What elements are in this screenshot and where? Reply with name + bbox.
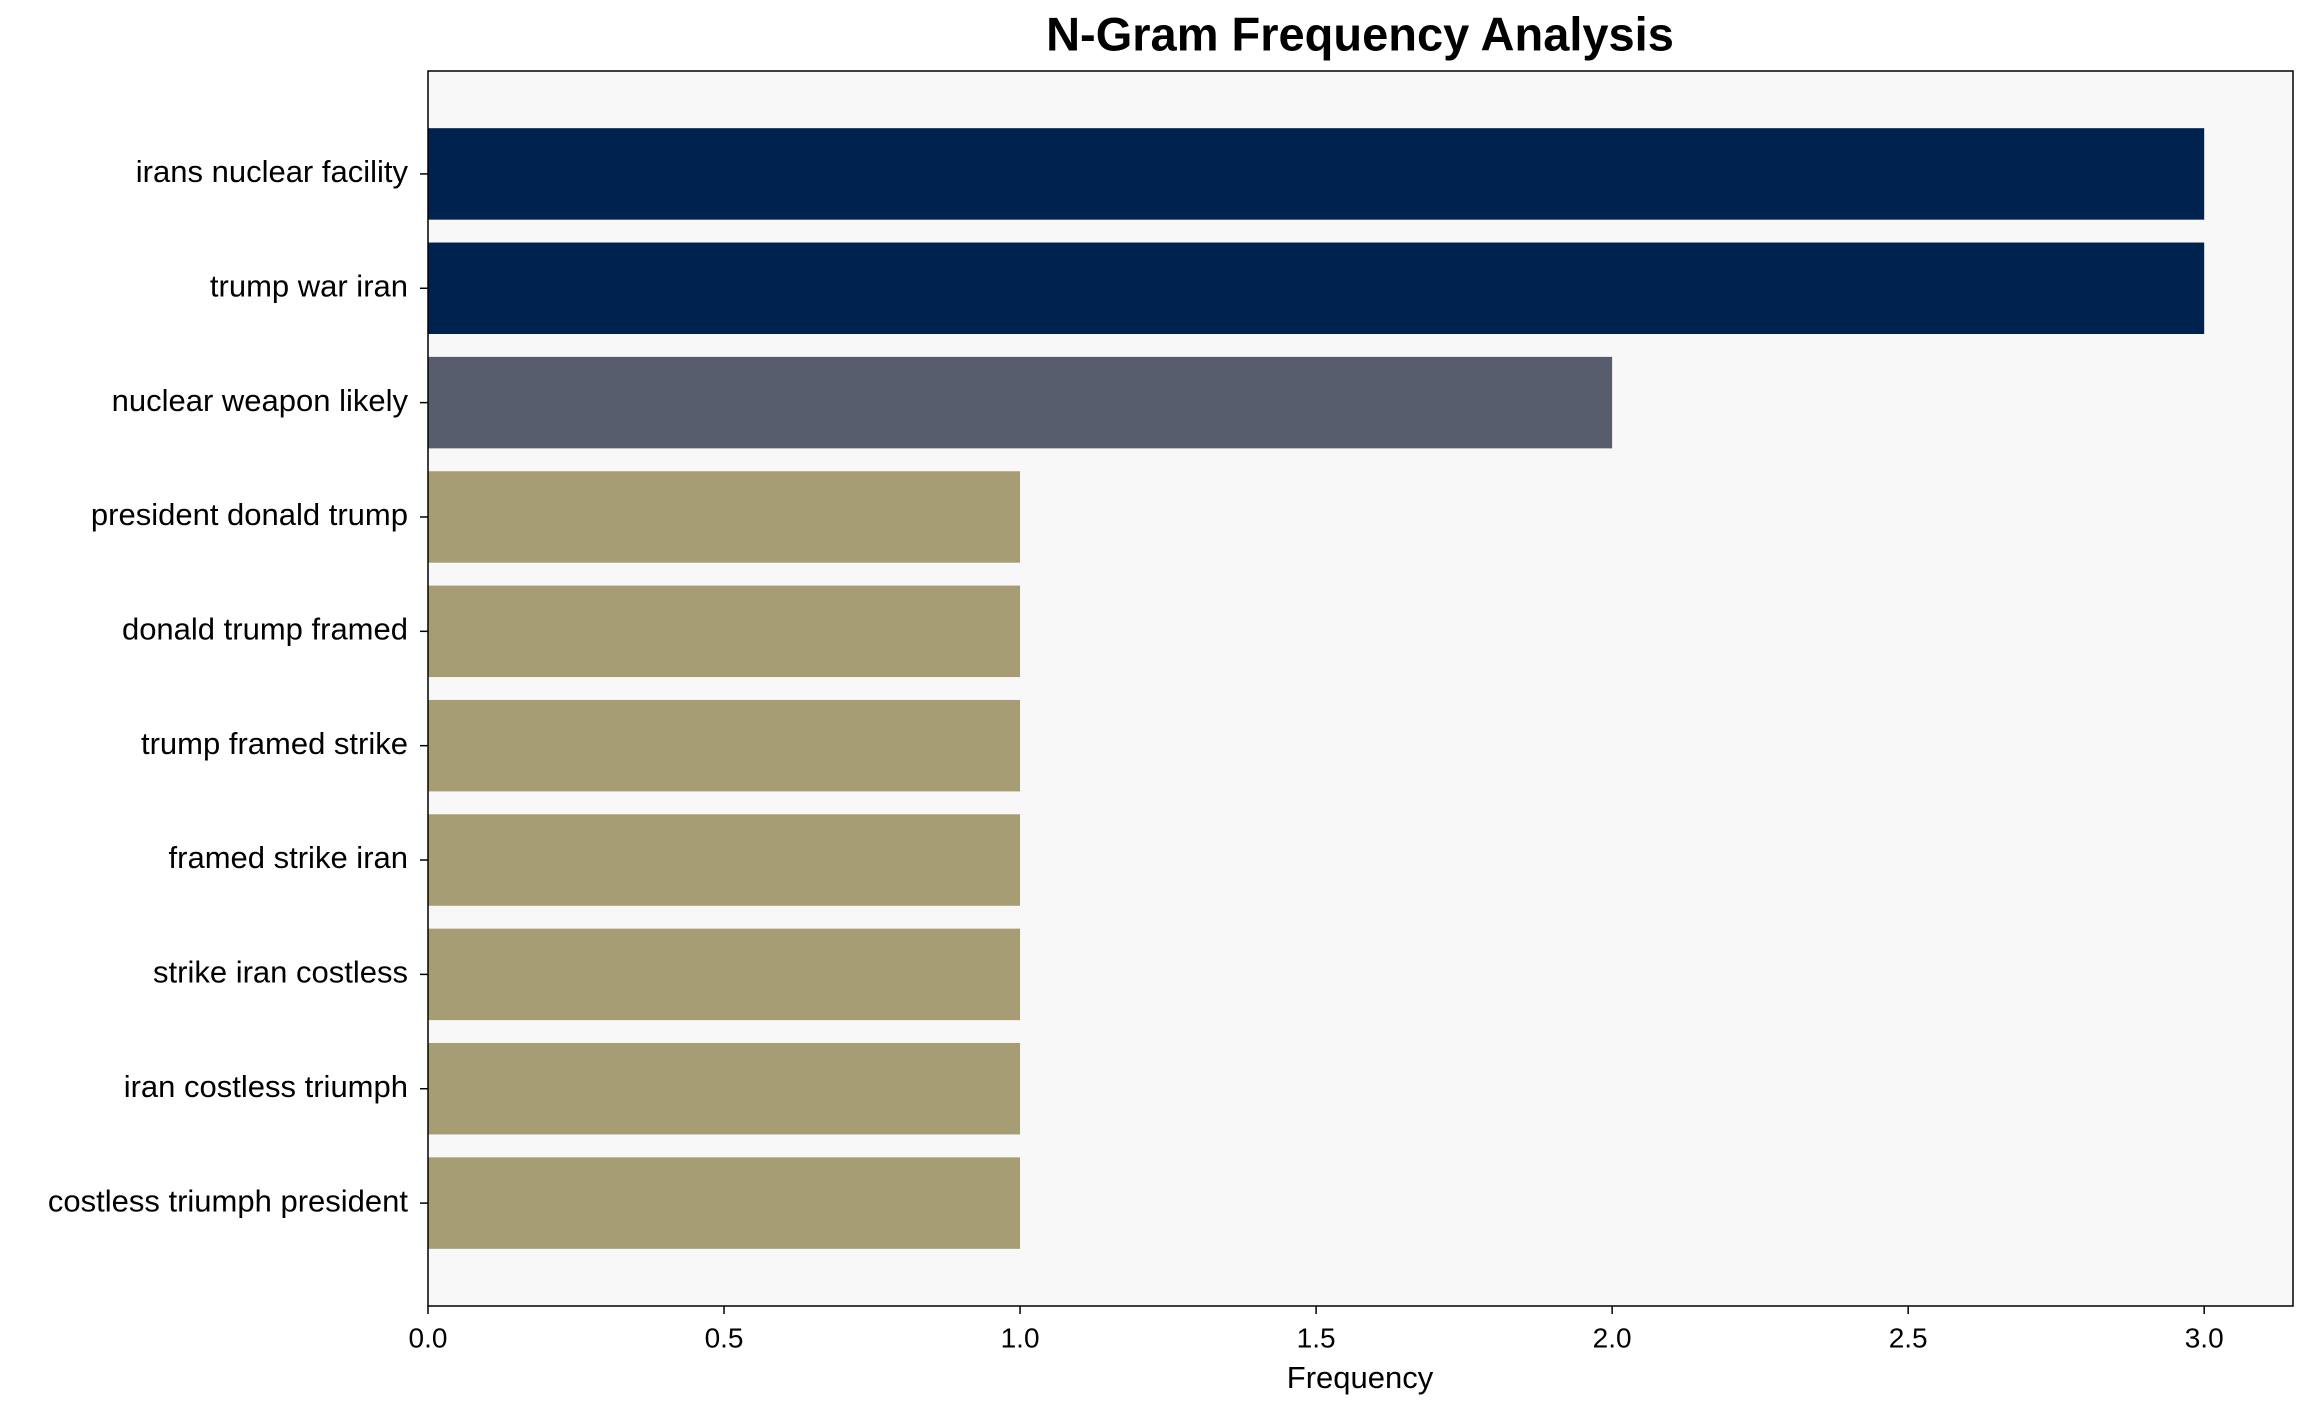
bar (428, 128, 2205, 220)
bar (428, 356, 1613, 449)
y-tick-label: costless triumph president (48, 1183, 408, 1218)
x-tick-label: 1.0 (1001, 1322, 1040, 1353)
x-tick-label: 0.5 (705, 1322, 744, 1353)
bar (428, 814, 1021, 906)
bar (428, 699, 1021, 792)
x-axis-label: Frequency (1287, 1360, 1434, 1395)
y-tick-label: nuclear weapon likely (112, 383, 409, 418)
y-tick-label: trump framed strike (141, 726, 408, 761)
x-tick-label: 1.5 (1297, 1322, 1336, 1353)
x-tick-label: 2.0 (1593, 1322, 1632, 1353)
y-tick-label: framed strike iran (169, 840, 408, 875)
y-tick-label: iran costless triumph (124, 1069, 408, 1104)
bar (428, 242, 2205, 335)
x-tick-label: 0.0 (409, 1322, 448, 1353)
y-tick-label: trump war iran (210, 268, 408, 303)
y-tick-label: president donald trump (91, 497, 408, 532)
plot-frame (427, 70, 2294, 1307)
y-tick-label: donald trump framed (122, 612, 408, 647)
chart-title: N-Gram Frequency Analysis (1046, 7, 1674, 60)
bar (428, 585, 1021, 678)
bar (428, 1042, 1021, 1135)
bar (428, 471, 1021, 563)
y-tick-label: irans nuclear facility (136, 154, 409, 189)
x-tick-label: 3.0 (2185, 1322, 2224, 1353)
x-tick-label: 2.5 (1889, 1322, 1928, 1353)
y-tick-label: strike iran costless (153, 955, 408, 990)
bar (428, 928, 1021, 1021)
bar (428, 1157, 1021, 1249)
